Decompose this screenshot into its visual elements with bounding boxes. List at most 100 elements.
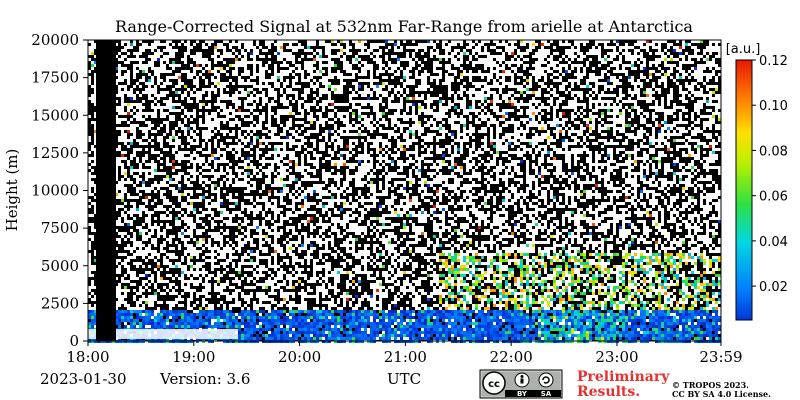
heatmap-cell [241, 169, 244, 172]
heatmap-cell [262, 247, 265, 250]
heatmap-cell [175, 127, 178, 130]
heatmap-cell [115, 247, 118, 250]
heatmap-cell [286, 334, 289, 337]
heatmap-cell [115, 109, 118, 112]
heatmap-cell [232, 151, 235, 154]
heatmap-cell [340, 262, 343, 265]
heatmap-cell [118, 223, 121, 226]
heatmap-cell [157, 205, 160, 208]
heatmap-cell [145, 259, 148, 262]
heatmap-cell [184, 271, 187, 274]
heatmap-cell [292, 241, 295, 244]
heatmap-cell [148, 163, 151, 166]
heatmap-cell [337, 76, 340, 79]
heatmap-cell [130, 130, 133, 133]
heatmap-cell [88, 136, 91, 139]
heatmap-cell [295, 193, 298, 196]
heatmap-cell [127, 223, 130, 226]
heatmap-cell [340, 115, 343, 118]
heatmap-cell [136, 106, 139, 109]
heatmap-cell [277, 43, 280, 46]
heatmap-cell [172, 181, 175, 184]
heatmap-cell [256, 148, 259, 151]
heatmap-cell [277, 184, 280, 187]
heatmap-cell [259, 325, 262, 328]
heatmap-cell [142, 169, 145, 172]
heatmap-cell [133, 274, 136, 277]
heatmap-cell [154, 298, 157, 301]
heatmap-cell [247, 187, 250, 190]
heatmap-cell [190, 277, 193, 280]
heatmap-cell [253, 82, 256, 85]
heatmap-cell [265, 169, 268, 172]
heatmap-cell [133, 232, 136, 235]
heatmap-cell [280, 55, 283, 58]
heatmap-cell [184, 133, 187, 136]
heatmap-cell [133, 52, 136, 55]
heatmap-cell [322, 301, 325, 304]
heatmap-cell [331, 202, 334, 205]
heatmap-cell [208, 94, 211, 97]
heatmap-cell [349, 328, 352, 331]
heatmap-cell [190, 55, 193, 58]
heatmap-cell [343, 58, 346, 61]
heatmap-cell [328, 187, 331, 190]
heatmap-cell [352, 313, 355, 316]
heatmap-cell [295, 325, 298, 328]
heatmap-cell [235, 154, 238, 157]
heatmap-cell [196, 67, 199, 70]
heatmap-cell [265, 205, 268, 208]
heatmap-cell [262, 316, 265, 319]
heatmap-cell [205, 46, 208, 49]
heatmap-cell [235, 178, 238, 181]
heatmap-cell [139, 232, 142, 235]
heatmap-cell [292, 322, 295, 325]
heatmap-cell [220, 94, 223, 97]
heatmap-cell [220, 319, 223, 322]
heatmap-cell [271, 166, 274, 169]
heatmap-cell [307, 262, 310, 265]
heatmap-cell [262, 85, 265, 88]
heatmap-cell [274, 247, 277, 250]
heatmap-cell [88, 79, 91, 82]
heatmap-cell [313, 172, 316, 175]
heatmap-cell [289, 247, 292, 250]
heatmap-cell [151, 295, 154, 298]
heatmap-cell [259, 232, 262, 235]
heatmap-cell [121, 190, 124, 193]
heatmap-cell [274, 154, 277, 157]
heatmap-cell [214, 73, 217, 76]
heatmap-cell [340, 268, 343, 271]
heatmap-cell [307, 331, 310, 334]
heatmap-cell [334, 268, 337, 271]
heatmap-cell [184, 190, 187, 193]
heatmap-cell [241, 79, 244, 82]
heatmap-cell [343, 226, 346, 229]
heatmap-cell [304, 295, 307, 298]
heatmap-cell [175, 223, 178, 226]
heatmap-cell [145, 163, 148, 166]
heatmap-cell [244, 256, 247, 259]
heatmap-cell [196, 220, 199, 223]
heatmap-cell [265, 181, 268, 184]
heatmap-cell [229, 148, 232, 151]
heatmap-cell [331, 115, 334, 118]
heatmap-cell [133, 322, 136, 325]
heatmap-cell [352, 115, 355, 118]
heatmap-cell [187, 220, 190, 223]
heatmap-cell [94, 310, 97, 313]
heatmap-cell [250, 52, 253, 55]
heatmap-cell [340, 223, 343, 226]
heatmap-cell [307, 337, 310, 340]
heatmap-cell [94, 55, 97, 58]
heatmap-cell [94, 259, 97, 262]
heatmap-cell [166, 139, 169, 142]
heatmap-cell [283, 64, 286, 67]
heatmap-cell [160, 319, 163, 322]
heatmap-cell [247, 220, 250, 223]
heatmap-cell [178, 193, 181, 196]
heatmap-cell [334, 85, 337, 88]
heatmap-cell [148, 124, 151, 127]
heatmap-cell [136, 157, 139, 160]
